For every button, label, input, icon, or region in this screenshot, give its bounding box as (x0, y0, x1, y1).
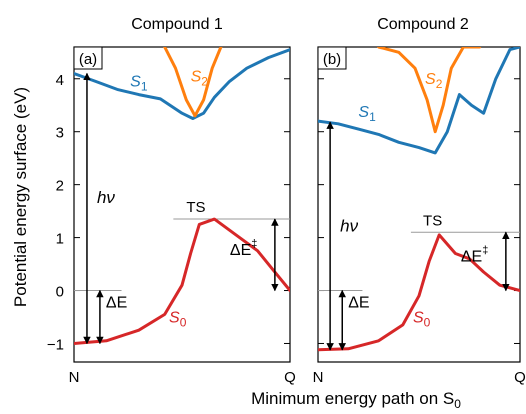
series-S2-line (163, 47, 223, 118)
panel-title-b: Compound 2 (377, 16, 469, 33)
x-axis-label-sub: 0 (454, 397, 461, 411)
panel-title-a: Compound 1 (131, 16, 223, 33)
series-group-b (318, 47, 520, 352)
panel-label-box (317, 46, 347, 70)
x-tick-label: N (313, 369, 324, 386)
hv-label: hν (97, 188, 115, 207)
y-axis-label: Potential energy surface (eV) (11, 87, 30, 307)
series-S2-line (377, 47, 482, 134)
label-S1: S1 (358, 104, 376, 124)
panel-b: N Q (b) hν ΔE TS ΔE‡ S0 S1 S2 (313, 46, 526, 386)
x-axis-label-main: Minimum energy path on S (251, 389, 454, 408)
dE-ts-label: ΔE‡ (230, 238, 257, 259)
plot-frame-a (73, 46, 291, 363)
dE-label: ΔE (106, 294, 127, 311)
ts-label: TS (423, 212, 442, 229)
hv-label: hν (340, 216, 358, 235)
x-axis-label: Minimum energy path on S0 (251, 389, 461, 411)
label-S0: S0 (169, 309, 187, 329)
dE-ts-label: ΔE‡ (461, 244, 488, 265)
series-S0-line (318, 233, 520, 352)
series-group-a (74, 47, 290, 345)
y-tick-label: −1 (47, 336, 64, 353)
y-tick-label: 0 (56, 284, 64, 301)
y-tick-label: 1 (56, 231, 64, 248)
label-S2: S2 (191, 68, 209, 88)
panel-label: (b) (323, 51, 341, 68)
x-tick-label: N (69, 369, 80, 386)
y-tick-label: 3 (56, 125, 64, 142)
panel-label: (a) (79, 51, 97, 68)
series-S0-line (74, 217, 290, 345)
series-S1-line (74, 48, 290, 120)
label-S0: S0 (413, 309, 431, 329)
x-tick-label: Q (514, 369, 526, 386)
x-tick-label: Q (284, 369, 296, 386)
ts-label: TS (186, 199, 205, 216)
label-S1: S1 (130, 74, 148, 94)
panel-a: −1 0 1 2 3 4 N Q (a) hν ΔE TS ΔE‡ S0 S1 S2 (47, 46, 296, 386)
y-tick-label: 4 (56, 72, 64, 89)
y-tick-label: 2 (56, 178, 64, 195)
dE-label: ΔE (348, 294, 369, 311)
series-S1-line (318, 47, 520, 155)
label-S2: S2 (425, 71, 443, 91)
panel-label-box (73, 46, 103, 70)
plot-frame-b (317, 46, 521, 363)
